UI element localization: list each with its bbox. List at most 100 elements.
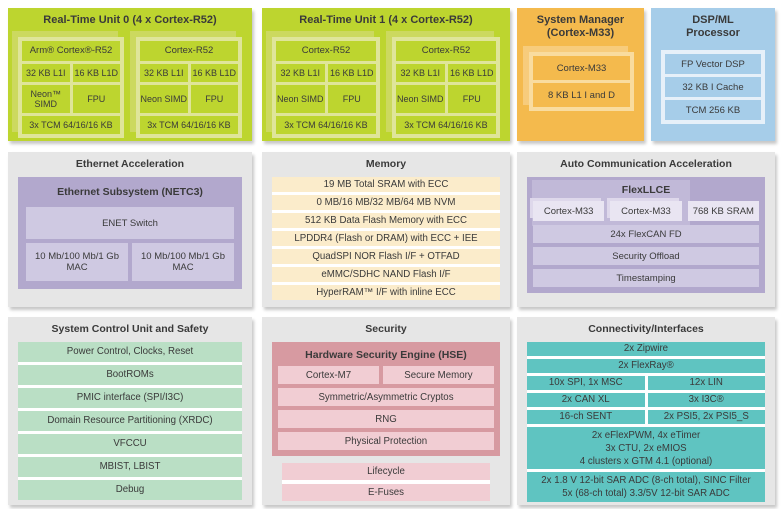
security-offload-cell: Security Offload [533, 247, 759, 265]
flexllce-title: FlexLLCE [621, 184, 671, 196]
memory-row: 19 MB Total SRAM with ECC [272, 177, 500, 192]
cortex-m33-cell: Cortex-M33 [610, 201, 682, 221]
block-title: Auto Communication Acceleration [560, 158, 732, 170]
tcm-cell: 3x TCM 64/16/16 KB [140, 116, 238, 134]
scu-row: MBIST, LBIST [18, 457, 242, 477]
flexllce-core-cell: Cortex-M33 [530, 198, 605, 221]
l1d-cache-cell: 16 KB L1D [447, 64, 496, 82]
neon-simd-cell: Neon SIMD [276, 85, 325, 113]
scu-row: BootROMs [18, 365, 242, 385]
security-extra-rows: Lifecycle E-Fuses [282, 463, 490, 501]
adc-cell: 2x 1.8 V 12-bit SAR ADC (8-ch total), SI… [527, 472, 765, 502]
mac-row: 10 Mb/100 Mb/1 Gb MAC 10 Mb/100 Mb/1 Gb … [26, 243, 234, 281]
block-title: Connectivity/Interfaces [588, 323, 704, 335]
flexllce-cell-row: Cortex-M33 Cortex-M33 768 KB SRAM [530, 198, 759, 221]
i3c-cell: 3x I3C® [647, 393, 765, 407]
tcm-cell: 3x TCM 64/16/16 KB [396, 116, 496, 134]
l1i-cache-cell: 32 KB L1I [140, 64, 188, 82]
enet-switch-cell: ENET Switch [26, 207, 234, 239]
ethernet-subsystem-box: Ethernet Subsystem (NETC3) ENET Switch 1… [18, 177, 242, 289]
neon-simd-cell: Neon SIMD [396, 85, 445, 113]
fpu-cell: FPU [447, 85, 496, 113]
block-title: Ethernet Acceleration [75, 158, 185, 170]
flexllce-box: FlexLLCE Cortex-M33 Cortex-M33 768 KB SR… [527, 177, 765, 293]
memory-row: LPDDR4 (Flash or DRAM) with ECC + IEE [272, 231, 500, 246]
block-title: Security [365, 323, 407, 335]
secure-memory-cell: Secure Memory [382, 366, 494, 384]
cpu-core-card: Cortex-R52 32 KB L1I 16 KB L1D Neon SIMD F… [386, 31, 500, 138]
memory-row: HyperRAM™ I/F with inline ECC [272, 285, 500, 300]
can-xl-cell: 2x CAN XL [527, 393, 645, 407]
hse-core-row: Cortex-M7 Secure Memory [278, 366, 494, 384]
subsystem-title: Ethernet Subsystem (NETC3) [57, 186, 203, 198]
flexray-cell: 2x FlexRay® [527, 359, 765, 373]
block-real-time-unit-0: Real-Time Unit 0 (4 x Cortex-R52) Arm® C… [8, 8, 252, 141]
core-card-row: Cortex-R52 32 KB L1I 16 KB L1D Neon SIMD F… [262, 27, 510, 138]
cpu-core-card: Cortex-R52 32 KB L1I 16 KB L1D Neon SIMD F… [130, 31, 242, 138]
block-title: System Manager (Cortex-M33) [517, 8, 644, 40]
block-real-time-unit-1: Real-Time Unit 1 (4 x Cortex-R52) Cortex… [262, 8, 510, 141]
cpu-core-card: Arm® Cortex®-R52 32 KB L1I 16 KB L1D Neon… [12, 31, 124, 138]
tcm-cell: 3x TCM 64/16/16 KB [276, 116, 376, 134]
block-title-line1: System Manager [536, 14, 625, 26]
timestamping-cell: Timestamping [533, 269, 759, 287]
core-name-cell: Cortex-R52 [140, 41, 238, 61]
cpu-core-card: Cortex-R52 32 KB L1I 16 KB L1D Neon SIMD F… [266, 31, 380, 138]
sram-cell: 768 KB SRAM [687, 201, 759, 221]
core-card-row: Arm® Cortex®-R52 32 KB L1I 16 KB L1D Neon… [8, 27, 252, 138]
dsp-card: FP Vector DSP 32 KB I Cache TCM 256 KB [661, 50, 765, 124]
scu-row: PMIC interface (SPI/I3C) [18, 388, 242, 408]
memory-rows: 19 MB Total SRAM with ECC 0 MB/16 MB/32 … [272, 177, 500, 300]
l1i-cache-cell: 32 KB L1I [22, 64, 70, 82]
block-connectivity-interfaces: Connectivity/Interfaces 2x Zipwire 2x Fl… [517, 317, 775, 505]
mac-cell: 10 Mb/100 Mb/1 Gb MAC [132, 243, 234, 281]
block-memory: Memory 19 MB Total SRAM with ECC 0 MB/16… [262, 152, 510, 307]
block-dsp-ml-processor: DSP/ML Processor FP Vector DSP 32 KB I C… [651, 8, 775, 141]
memory-row: 512 KB Data Flash Memory with ECC [272, 213, 500, 228]
block-title: Memory [365, 158, 407, 170]
spi-msc-cell: 10x SPI, 1x MSC [527, 376, 645, 390]
adc-line: 5x (68-ch total) 3.3/5V 12-bit SAR ADC [562, 488, 730, 499]
psi5-cell: 2x PSI5, 2x PSI5_S [647, 410, 765, 424]
block-title: Real-Time Unit 0 (4 x Cortex-R52) [43, 14, 217, 26]
scu-rows: Power Control, Clocks, Reset BootROMs PM… [18, 342, 242, 500]
block-system-control-unit-and-safety: System Control Unit and Safety Power Con… [8, 317, 252, 505]
efuses-cell: E-Fuses [282, 484, 490, 501]
fpu-cell: FPU [72, 85, 120, 113]
l1i-cache-cell: 32 KB L1I [276, 64, 325, 82]
block-title-line2: (Cortex-M33) [546, 27, 615, 39]
physical-protection-cell: Physical Protection [278, 432, 494, 450]
tcm-cell: 3x TCM 64/16/16 KB [22, 116, 120, 134]
l1i-cache-cell: 32 KB L1I [396, 64, 445, 82]
block-title-line1: DSP/ML [692, 14, 734, 26]
cryptos-cell: Symmetric/Asymmetric Cryptos [278, 388, 494, 406]
l1d-cache-cell: 16 KB L1D [72, 64, 120, 82]
timers-cell: 2x eFlexPWM, 4x eTimer 3x CTU, 2x eMIOS … [527, 427, 765, 469]
l1d-cache-cell: 16 KB L1D [327, 64, 376, 82]
rng-cell: RNG [278, 410, 494, 428]
cortex-m33-cell: Cortex-M33 [533, 201, 605, 221]
scu-row: Debug [18, 480, 242, 500]
hse-title: Hardware Security Engine (HSE) [305, 349, 467, 361]
timers-line: 2x eFlexPWM, 4x eTimer [591, 429, 701, 441]
flexcan-cell: 24x FlexCAN FD [533, 225, 759, 243]
core-name-cell: Cortex-R52 [276, 41, 376, 61]
timers-line: 4 clusters x GTM 4.1 (optional) [579, 455, 713, 467]
block-title: Real-Time Unit 1 (4 x Cortex-R52) [299, 14, 473, 26]
block-title-line2: Processor [686, 27, 740, 39]
memory-row: eMMC/SDHC NAND Flash I/F [272, 267, 500, 282]
fpu-cell: FPU [190, 85, 238, 113]
lin-cell: 12x LIN [647, 376, 765, 390]
sent-cell: 16-ch SENT [527, 410, 645, 424]
connectivity-pair-row: 2x CAN XL 3x I3C® [527, 393, 765, 407]
tcm-cell: TCM 256 KB [665, 100, 761, 120]
block-system-manager: System Manager (Cortex-M33) Cortex-M33 8… [517, 8, 644, 141]
block-auto-communication-acceleration: Auto Communication Acceleration FlexLLCE… [517, 152, 775, 307]
block-title: DSP/ML Processor [651, 8, 775, 40]
adc-line: 2x 1.8 V 12-bit SAR ADC (8-ch total), SI… [541, 475, 751, 486]
fpu-cell: FPU [327, 85, 376, 113]
cortex-m33-cell: Cortex-M33 [533, 56, 630, 80]
memory-row: 0 MB/16 MB/32 MB/64 MB NVM [272, 195, 500, 210]
core-name-cell: Arm® Cortex®-R52 [22, 41, 120, 61]
